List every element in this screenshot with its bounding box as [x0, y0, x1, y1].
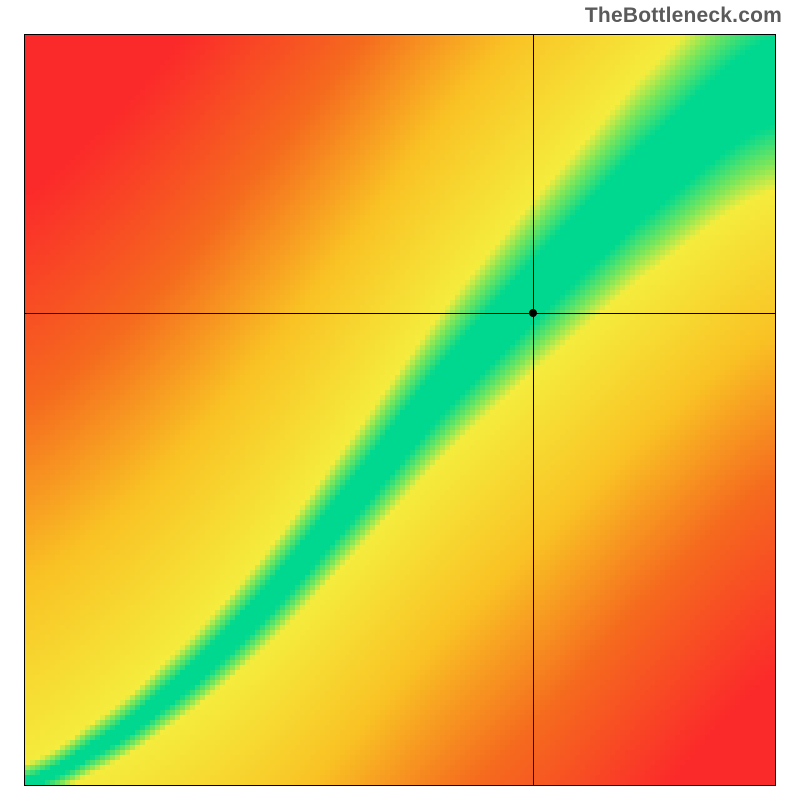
chart-container: TheBottleneck.com: [0, 0, 800, 800]
plot-area: [24, 34, 776, 786]
crosshair-marker: [529, 309, 537, 317]
crosshair-vertical: [533, 35, 534, 785]
heatmap-canvas: [25, 35, 775, 785]
watermark-text: TheBottleneck.com: [585, 4, 782, 28]
crosshair-horizontal: [25, 313, 775, 314]
